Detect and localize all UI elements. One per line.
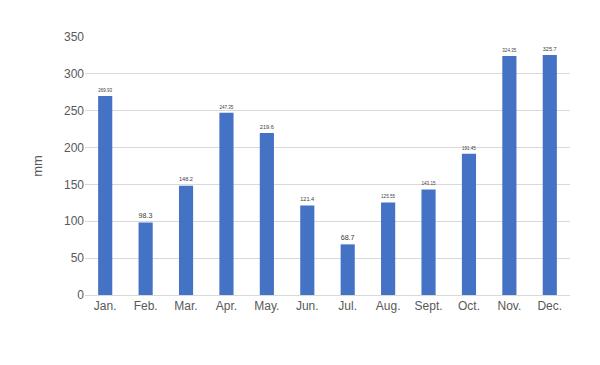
svg-text:Jun.: Jun. (296, 299, 319, 313)
svg-text:Mar.: Mar. (174, 299, 197, 313)
svg-text:Apr.: Apr. (216, 299, 237, 313)
svg-text:191.45: 191.45 (462, 146, 476, 151)
svg-text:Dec.: Dec. (537, 299, 562, 313)
svg-text:mm: mm (30, 155, 45, 177)
svg-text:148.2: 148.2 (179, 176, 193, 182)
svg-text:Sept.: Sept. (415, 299, 443, 313)
svg-text:247.35: 247.35 (219, 105, 233, 110)
svg-text:50: 50 (71, 251, 85, 265)
svg-text:121.4: 121.4 (300, 196, 314, 202)
svg-text:Feb.: Feb. (134, 299, 158, 313)
svg-text:98.3: 98.3 (139, 212, 153, 220)
svg-text:200: 200 (64, 141, 84, 155)
svg-text:324.35: 324.35 (502, 48, 516, 53)
svg-text:Nov.: Nov. (497, 299, 521, 313)
svg-text:May.: May. (254, 299, 279, 313)
svg-text:350: 350 (64, 30, 84, 44)
svg-text:0: 0 (77, 288, 84, 302)
svg-text:269.93: 269.93 (98, 88, 112, 93)
svg-text:Aug.: Aug. (376, 299, 401, 313)
svg-text:100: 100 (64, 214, 84, 228)
svg-text:Jan.: Jan. (94, 299, 117, 313)
svg-text:250: 250 (64, 104, 84, 118)
svg-text:300: 300 (64, 67, 84, 81)
svg-text:219.6: 219.6 (260, 124, 274, 130)
svg-text:125.55: 125.55 (381, 194, 395, 199)
svg-text:Oct.: Oct. (458, 299, 480, 313)
svg-text:68.7: 68.7 (341, 234, 355, 242)
svg-text:325.7: 325.7 (543, 46, 557, 52)
svg-text:143.15: 143.15 (421, 181, 435, 186)
svg-text:150: 150 (64, 178, 84, 192)
svg-text:Jul.: Jul. (338, 299, 357, 313)
